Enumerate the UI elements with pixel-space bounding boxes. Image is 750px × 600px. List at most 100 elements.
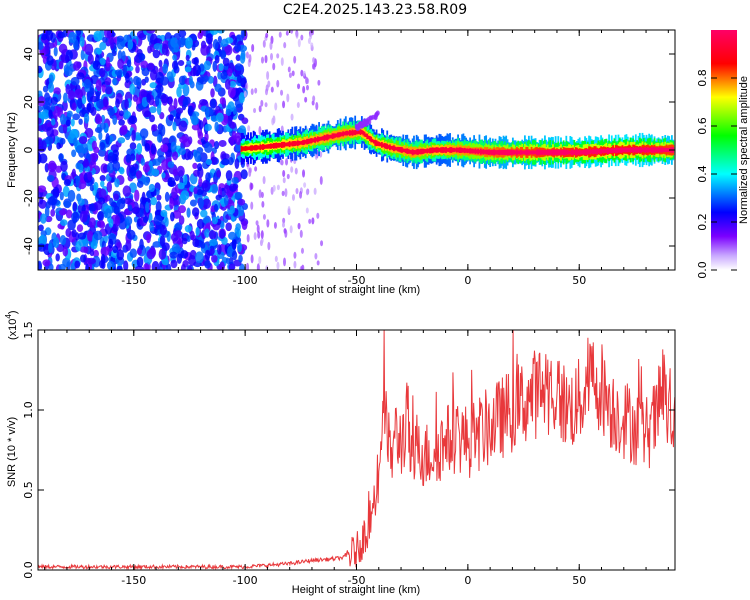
ridge-cell bbox=[438, 148, 441, 152]
noise-cell bbox=[79, 210, 88, 223]
noise-cell bbox=[191, 116, 199, 126]
noise-cell bbox=[135, 65, 140, 74]
noise-cell bbox=[81, 95, 87, 105]
noise-cell bbox=[210, 156, 218, 165]
ridge-cell bbox=[423, 149, 426, 154]
noise-cell bbox=[87, 257, 97, 265]
noise-cell bbox=[214, 121, 219, 132]
ridge-cell bbox=[538, 149, 541, 156]
noise-cell bbox=[80, 49, 85, 61]
noise-cell bbox=[96, 98, 105, 109]
noise-cell bbox=[39, 234, 47, 247]
noise-cell bbox=[204, 249, 211, 261]
noise-cell bbox=[274, 255, 278, 263]
noise-cell bbox=[65, 209, 73, 219]
noise-cell bbox=[211, 216, 218, 225]
ridge-cell bbox=[470, 148, 473, 154]
noise-cell bbox=[218, 139, 227, 147]
ridge-cell bbox=[429, 147, 431, 154]
noise-cell bbox=[142, 164, 151, 173]
ridge-cell bbox=[510, 149, 513, 156]
ridge-cell bbox=[315, 137, 318, 142]
noise-cell bbox=[240, 30, 245, 39]
ridge-cell bbox=[246, 146, 248, 151]
noise-cell bbox=[38, 224, 44, 232]
noise-cell bbox=[246, 262, 250, 270]
ridge-cell bbox=[401, 147, 403, 153]
y-tick-label: 1.5 bbox=[22, 321, 35, 339]
ridge-cell bbox=[580, 150, 582, 155]
ridge-cell bbox=[665, 147, 668, 153]
noise-cell bbox=[221, 236, 228, 245]
ridge-cell bbox=[618, 147, 621, 153]
ridge-cell bbox=[645, 147, 648, 153]
ridge-cell bbox=[617, 148, 620, 153]
noise-cell bbox=[71, 149, 77, 158]
ridge-cell bbox=[443, 147, 446, 153]
noise-cell bbox=[235, 54, 241, 62]
ridge-cell bbox=[505, 149, 508, 156]
noise-cell bbox=[113, 193, 119, 201]
ridge-cell bbox=[411, 149, 414, 156]
spectrogram-panel: -150 -100 -50 0 50 -40 -20 0 20 40 Height of str… bbox=[6, 29, 676, 296]
noise-cell bbox=[171, 187, 178, 199]
noise-cell bbox=[195, 226, 200, 236]
ridge-cell bbox=[624, 147, 627, 153]
ridge-cell bbox=[381, 141, 383, 148]
ridge-cell bbox=[327, 134, 330, 140]
noise-cell bbox=[152, 158, 162, 166]
ridge-cell bbox=[525, 149, 528, 156]
noise-cell bbox=[293, 251, 297, 259]
ridge-cell bbox=[536, 149, 538, 156]
noise-cell bbox=[50, 208, 56, 217]
snr-series bbox=[38, 330, 675, 570]
noise-cell bbox=[202, 217, 210, 224]
noise-cell bbox=[282, 177, 286, 184]
noise-cell bbox=[300, 34, 304, 41]
ridge-cell bbox=[613, 148, 616, 153]
noise-cell bbox=[170, 211, 175, 222]
ridge-cell bbox=[629, 147, 632, 153]
noise-cell bbox=[223, 194, 229, 206]
noise-cell bbox=[200, 241, 206, 249]
noise-cell bbox=[284, 229, 288, 238]
colorbar-tick-label: 0.4 bbox=[696, 165, 709, 183]
colorbar-tick-label: 0.8 bbox=[696, 69, 709, 87]
noise-cell bbox=[198, 177, 203, 187]
ridge-cell bbox=[282, 141, 284, 148]
noise-cell bbox=[40, 213, 47, 224]
noise-cell bbox=[229, 136, 235, 146]
noise-cell bbox=[235, 135, 242, 146]
x-tick-label: -50 bbox=[348, 274, 366, 287]
noise-cell bbox=[171, 243, 181, 254]
scale-multiplier: (x104) bbox=[4, 310, 19, 340]
noise-cell bbox=[167, 75, 175, 83]
ridge-cell bbox=[268, 143, 271, 149]
ridge-cell bbox=[291, 141, 294, 147]
ridge-cell bbox=[430, 147, 433, 154]
ridge-cell bbox=[314, 136, 316, 143]
noise-cell bbox=[201, 180, 211, 192]
ridge-cell bbox=[433, 147, 435, 153]
noise-cell bbox=[93, 181, 99, 191]
ridge-cell bbox=[646, 147, 649, 153]
noise-cell bbox=[187, 105, 193, 117]
ridge-cell bbox=[568, 150, 570, 155]
noise-cell bbox=[184, 37, 193, 49]
noise-cell bbox=[186, 59, 192, 67]
noise-cell bbox=[79, 254, 87, 263]
noise-cell bbox=[185, 54, 190, 62]
ridge-cell bbox=[267, 144, 270, 149]
noise-cell bbox=[204, 142, 213, 154]
noise-cell bbox=[240, 169, 248, 180]
ridge-cell bbox=[491, 149, 494, 155]
noise-cell bbox=[119, 110, 124, 117]
noise-cell bbox=[133, 216, 138, 223]
ridge-cell bbox=[413, 150, 415, 155]
noise-cell bbox=[246, 233, 250, 243]
ridge-cell bbox=[418, 149, 421, 155]
noise-cell bbox=[186, 235, 191, 242]
noise-cell bbox=[314, 252, 318, 260]
noise-cell bbox=[216, 170, 222, 178]
noise-cell bbox=[254, 87, 258, 94]
